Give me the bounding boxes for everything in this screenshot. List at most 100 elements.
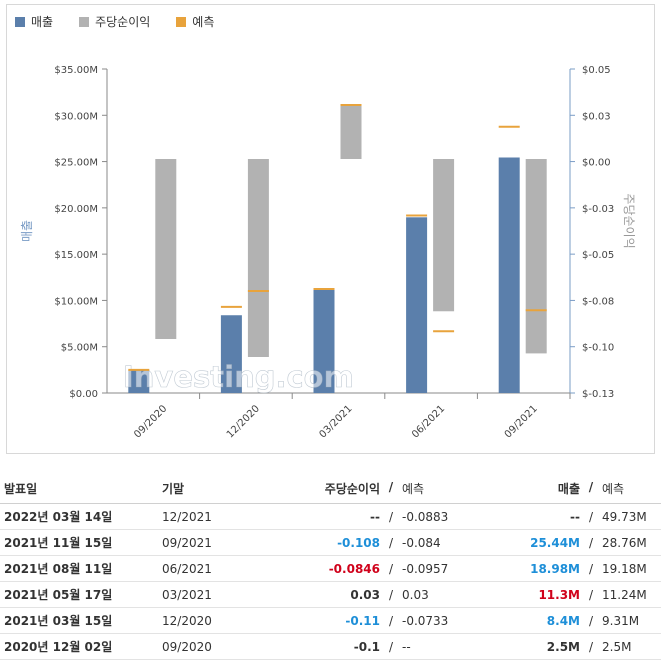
cell-date: 2021년 11월 15일 bbox=[0, 529, 158, 556]
cell-period: 12/2020 bbox=[158, 607, 276, 634]
left-tick-label: $5.00M bbox=[61, 343, 98, 354]
right-tick-label: $-0.13 bbox=[582, 389, 614, 400]
cell-revenue-forecast: 49.73M bbox=[598, 503, 661, 530]
earnings-chart: Investing.com $0.00 $5.00M $10.00M $15.00M $… bbox=[20, 65, 636, 440]
cell-date: 2020년 12월 02일 bbox=[0, 633, 158, 660]
right-tick-label: $-0.05 bbox=[582, 250, 614, 261]
chart-legend: 매출 주당순이익 예측 bbox=[15, 13, 214, 30]
cell-revenue-forecast: 9.31M bbox=[598, 607, 661, 634]
left-tick-label: $25.00M bbox=[54, 158, 98, 169]
table-row: 2022년 03월 14일 12/2021 -- / -0.0883 --/49.73M bbox=[0, 503, 661, 530]
cell-slash: / bbox=[384, 581, 398, 608]
right-tick-label: $0.00 bbox=[582, 158, 611, 169]
legend-item-forecast[interactable]: 예측 bbox=[176, 13, 214, 30]
left-tick-label: $0.00 bbox=[69, 389, 98, 400]
header-revenue[interactable]: 매출 bbox=[496, 470, 584, 504]
right-tick-label: $-0.03 bbox=[582, 204, 614, 215]
x-tick-label: 03/2021 bbox=[317, 403, 354, 440]
cell-revenue-forecast: 19.18M bbox=[598, 555, 661, 582]
cell-eps-forecast: -0.084 bbox=[398, 529, 496, 556]
eps-bar bbox=[433, 159, 455, 312]
right-tick-label: $-0.10 bbox=[582, 343, 614, 354]
cell-slash: / bbox=[384, 503, 398, 530]
header-slash-2: / bbox=[584, 470, 598, 504]
cell-slash: / bbox=[384, 529, 398, 556]
table-row: 2021년 08월 11일 06/2021 -0.0846 / -0.0957 18.98… bbox=[0, 555, 661, 582]
revenue-bar bbox=[128, 369, 150, 393]
legend-swatch-forecast bbox=[176, 16, 187, 27]
earnings-table: 발표일 기말 주당순이익 / 예측 매출 / 예측 2022년 03월 14일 1… bbox=[0, 470, 661, 660]
cell-eps: 0.03 bbox=[276, 581, 384, 608]
eps-bar bbox=[525, 159, 547, 354]
cell-revenue: 11.3M bbox=[496, 581, 584, 608]
left-axis-title: 매출 bbox=[20, 220, 34, 242]
header-date[interactable]: 발표일 bbox=[0, 470, 158, 504]
chart-axes bbox=[102, 68, 575, 399]
cell-revenue: 8.4M bbox=[496, 607, 584, 634]
investing-watermark: Investing.com bbox=[123, 360, 354, 395]
header-eps-forecast: 예측 bbox=[398, 470, 496, 504]
revenue-bar bbox=[498, 157, 520, 393]
cell-eps: -0.11 bbox=[276, 607, 384, 634]
watermark-text: Investing.com bbox=[123, 360, 354, 394]
cell-revenue: 25.44M bbox=[496, 529, 584, 556]
left-tick-label: $30.00M bbox=[54, 111, 98, 122]
revenue-bar bbox=[220, 315, 242, 393]
x-tick-label: 12/2020 bbox=[225, 403, 262, 440]
legend-swatch-eps bbox=[79, 16, 90, 27]
left-tick-label: $20.00M bbox=[54, 204, 98, 215]
cell-slash: / bbox=[584, 555, 598, 582]
cell-period: 09/2021 bbox=[158, 529, 276, 556]
x-tick-label: 09/2020 bbox=[132, 403, 169, 440]
eps-bar bbox=[340, 105, 362, 159]
right-tick-label: $-0.08 bbox=[582, 296, 614, 307]
x-tick-label: 06/2021 bbox=[410, 403, 447, 440]
cell-revenue: 18.98M bbox=[496, 555, 584, 582]
legend-label-revenue: 매출 bbox=[31, 15, 54, 29]
right-axis-title: 주당순이익 bbox=[622, 193, 636, 248]
cell-eps-forecast: -0.0957 bbox=[398, 555, 496, 582]
cell-slash: / bbox=[584, 529, 598, 556]
table-header-row: 발표일 기말 주당순이익 / 예측 매출 / 예측 bbox=[0, 470, 661, 504]
legend-item-eps[interactable]: 주당순이익 bbox=[79, 13, 150, 30]
eps-bar bbox=[247, 159, 269, 357]
chart-panel: 매출 주당순이익 예측 Investing.com $0.00 $5.00M $10… bbox=[6, 4, 655, 454]
cell-date: 2021년 08월 11일 bbox=[0, 555, 158, 582]
table-row: 2021년 11월 15일 09/2021 -0.108/-0.084 25.44M /… bbox=[0, 529, 661, 556]
cell-date: 2021년 05월 17일 bbox=[0, 581, 158, 608]
cell-period: 06/2021 bbox=[158, 555, 276, 582]
cell-slash: / bbox=[584, 607, 598, 634]
header-revenue-forecast: 예측 bbox=[598, 470, 661, 504]
cell-slash: / bbox=[584, 503, 598, 530]
legend-label-eps: 주당순이익 bbox=[95, 15, 151, 29]
left-tick-label: $35.00M bbox=[54, 65, 98, 76]
header-eps[interactable]: 주당순이익 bbox=[276, 470, 384, 504]
cell-slash: / bbox=[584, 633, 598, 660]
cell-revenue: -- bbox=[496, 503, 584, 530]
cell-eps-forecast: 0.03 bbox=[398, 581, 496, 608]
header-period[interactable]: 기말 bbox=[158, 470, 276, 504]
revenue-bar bbox=[313, 288, 335, 393]
cell-date: 2022년 03월 14일 bbox=[0, 503, 158, 530]
cell-slash: / bbox=[384, 633, 398, 660]
chart-forecast-markers bbox=[128, 104, 547, 371]
eps-bar bbox=[155, 159, 177, 339]
cell-slash: / bbox=[384, 607, 398, 634]
cell-eps-forecast: -- bbox=[398, 633, 496, 660]
cell-eps: -- bbox=[276, 503, 384, 530]
chart-bars bbox=[128, 105, 547, 393]
header-slash: / bbox=[384, 470, 398, 504]
table-row: 2020년 12월 02일 09/2020 -0.1/-- 2.5M/2.5M bbox=[0, 633, 661, 660]
legend-item-revenue[interactable]: 매출 bbox=[15, 13, 53, 30]
revenue-bar bbox=[406, 217, 428, 393]
cell-eps-forecast: -0.0883 bbox=[398, 503, 496, 530]
cell-date: 2021년 03월 15일 bbox=[0, 607, 158, 634]
left-tick-label: $10.00M bbox=[54, 296, 98, 307]
table-body: 2022년 03월 14일 12/2021 -- / -0.0883 --/49.73M 2… bbox=[0, 503, 661, 660]
legend-swatch-revenue bbox=[15, 16, 25, 27]
cell-revenue: 2.5M bbox=[496, 633, 584, 660]
x-tick-label: 09/2021 bbox=[503, 403, 540, 440]
cell-eps: -0.0846 bbox=[276, 555, 384, 582]
cell-slash: / bbox=[584, 581, 598, 608]
cell-revenue-forecast: 28.76M bbox=[598, 529, 661, 556]
